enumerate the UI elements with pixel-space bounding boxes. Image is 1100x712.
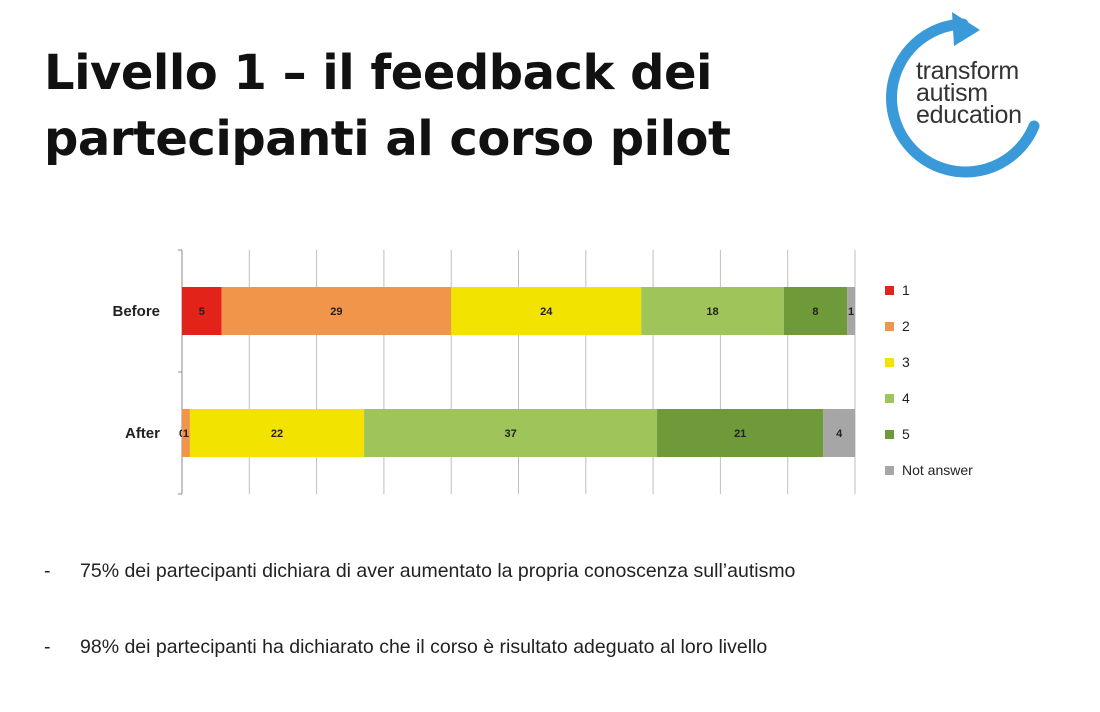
bullet-text: 75% dei partecipanti dichiara di aver au… — [80, 560, 796, 582]
legend-label: 2 — [902, 318, 910, 334]
legend-label: Not answer — [902, 462, 973, 478]
legend-item: Not answer — [885, 452, 973, 488]
bar-segment — [641, 287, 784, 335]
data-label: 1 — [183, 428, 189, 440]
data-label: 37 — [504, 428, 516, 440]
bullet-dash: - — [44, 636, 51, 658]
logo-line-3: education — [916, 101, 1022, 129]
logo-line-2: autism — [916, 79, 988, 107]
slide-title: Livello 1 – il feedback dei partecipanti… — [44, 40, 864, 172]
legend-swatch — [885, 429, 894, 439]
bar-segment — [221, 287, 452, 335]
bar-segment — [847, 287, 855, 335]
bullet-dash: - — [44, 560, 51, 582]
legend-label: 3 — [902, 354, 910, 370]
data-label: 5 — [199, 306, 205, 318]
legend-label: 1 — [902, 282, 910, 298]
legend-label: 4 — [902, 390, 910, 406]
data-label: 18 — [706, 306, 718, 318]
legend-swatch — [885, 357, 894, 367]
legend-item: 1 — [885, 272, 973, 308]
transform-autism-education-logo: transform autism education — [876, 2, 1066, 182]
data-label: 4 — [836, 428, 843, 440]
legend-item: 3 — [885, 344, 973, 380]
logo-text: transform autism education — [916, 57, 1022, 129]
bullet-item: - 75% dei partecipanti dichiara di aver … — [44, 560, 1084, 636]
data-label: 24 — [540, 306, 553, 318]
data-label: 29 — [330, 306, 342, 318]
data-label: 21 — [734, 428, 746, 440]
category-label: Before — [112, 303, 160, 320]
logo-line-1: transform — [916, 57, 1019, 85]
bullet-text: 98% dei partecipanti ha dichiarato che i… — [80, 636, 768, 658]
bar-segment — [657, 409, 824, 457]
bar-segment — [189, 409, 365, 457]
bar-segment — [364, 409, 658, 457]
title-line-2: partecipanti al corso pilot — [44, 111, 731, 167]
bar-segment — [451, 287, 642, 335]
legend-item: 2 — [885, 308, 973, 344]
bullet-item: - 98% dei partecipanti ha dichiarato che… — [44, 636, 1084, 712]
data-label: 8 — [812, 306, 818, 318]
bar-segment — [182, 287, 222, 335]
legend-swatch — [885, 285, 894, 295]
bar-segment — [823, 409, 855, 457]
legend-swatch — [885, 321, 894, 331]
category-label: After — [125, 425, 160, 442]
data-label: 1 — [848, 306, 854, 318]
bullet-list: - 75% dei partecipanti dichiara di aver … — [44, 560, 1084, 712]
legend-swatch — [885, 393, 894, 403]
title-line-1: Livello 1 – il feedback dei — [44, 45, 712, 101]
chart-legend: 1 2 3 4 5 Not answer — [885, 272, 973, 488]
legend-label: 5 — [902, 426, 910, 442]
data-label: 22 — [271, 428, 283, 440]
stacked-bar-chart: Before529241881After012237214 — [112, 249, 856, 495]
legend-swatch — [885, 465, 894, 475]
circular-arrow-icon — [886, 12, 1040, 178]
bar-segment — [783, 287, 848, 335]
legend-item: 4 — [885, 380, 973, 416]
bar-segment — [182, 409, 190, 457]
legend-item: 5 — [885, 416, 973, 452]
